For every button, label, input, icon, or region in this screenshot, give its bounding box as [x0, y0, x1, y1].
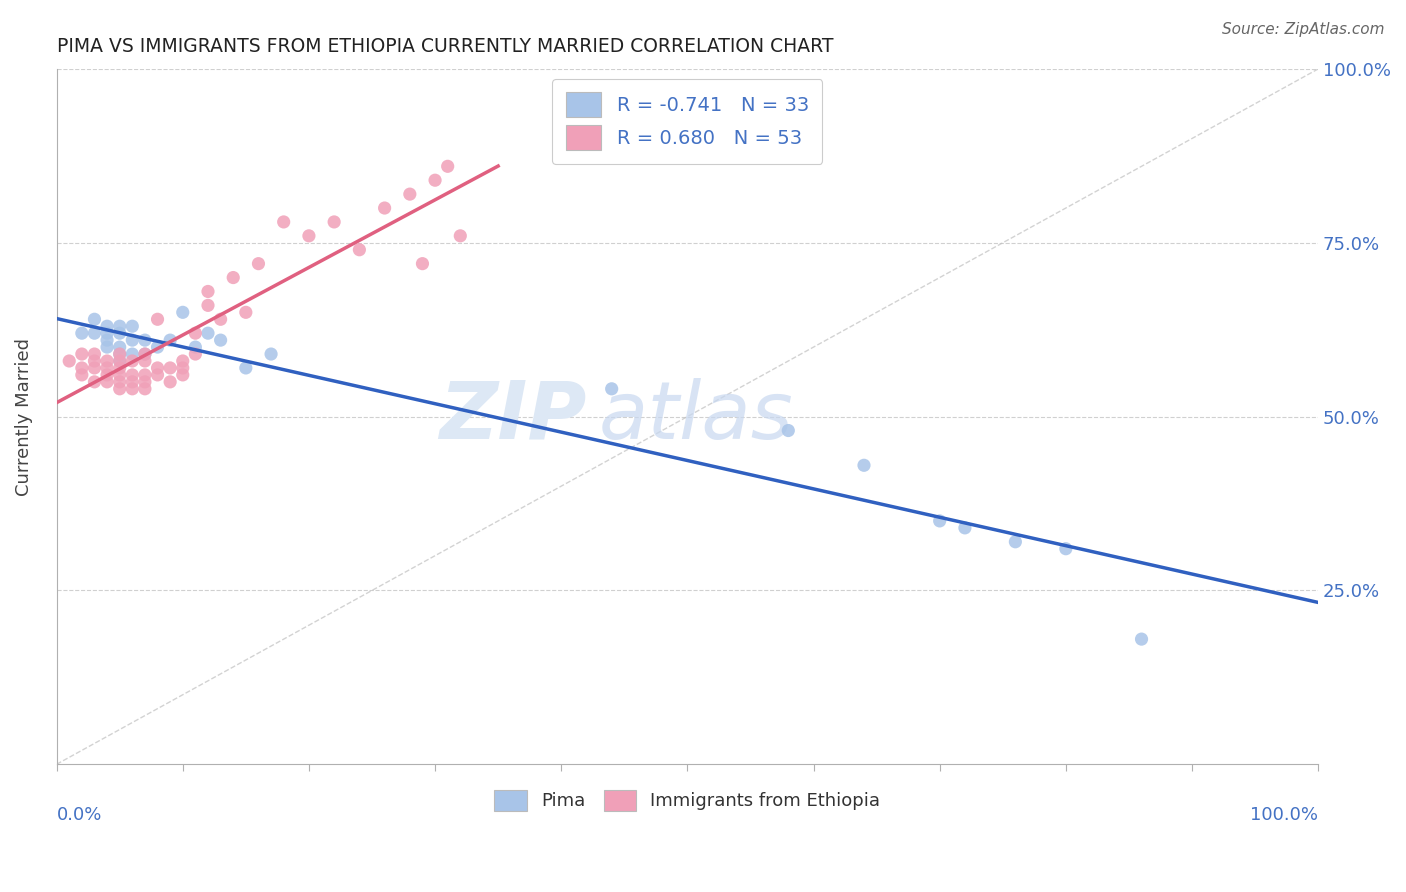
- Point: [146, 340, 169, 354]
- Point: [70, 326, 93, 341]
- Point: [108, 382, 131, 396]
- Point: [134, 382, 156, 396]
- Text: PIMA VS IMMIGRANTS FROM ETHIOPIA CURRENTLY MARRIED CORRELATION CHART: PIMA VS IMMIGRANTS FROM ETHIOPIA CURRENT…: [56, 37, 834, 56]
- Point: [58, 354, 80, 368]
- Y-axis label: Currently Married: Currently Married: [15, 337, 32, 496]
- Point: [398, 187, 420, 202]
- Point: [121, 333, 143, 347]
- Point: [928, 514, 950, 528]
- Text: atlas: atlas: [599, 377, 794, 456]
- Point: [70, 360, 93, 375]
- Point: [108, 347, 131, 361]
- Point: [600, 382, 623, 396]
- Point: [436, 159, 458, 173]
- Text: 0.0%: 0.0%: [56, 806, 103, 824]
- Point: [1004, 534, 1026, 549]
- Point: [298, 228, 321, 243]
- Point: [121, 319, 143, 334]
- Point: [70, 347, 93, 361]
- Point: [184, 340, 207, 354]
- Point: [83, 375, 105, 389]
- Point: [121, 382, 143, 396]
- Point: [209, 333, 232, 347]
- Point: [273, 215, 295, 229]
- Point: [108, 319, 131, 334]
- Point: [423, 173, 446, 187]
- Point: [197, 326, 219, 341]
- Point: [260, 347, 283, 361]
- Point: [121, 368, 143, 382]
- Legend: Pima, Immigrants from Ethiopia: Pima, Immigrants from Ethiopia: [486, 782, 887, 818]
- Point: [172, 305, 194, 319]
- Point: [134, 375, 156, 389]
- Point: [778, 424, 800, 438]
- Point: [83, 347, 105, 361]
- Point: [108, 375, 131, 389]
- Point: [96, 360, 118, 375]
- Point: [197, 298, 219, 312]
- Point: [159, 360, 181, 375]
- Point: [159, 375, 181, 389]
- Point: [853, 458, 876, 473]
- Text: ZIP: ZIP: [439, 377, 586, 456]
- Point: [172, 368, 194, 382]
- Point: [96, 319, 118, 334]
- Point: [121, 375, 143, 389]
- Point: [121, 354, 143, 368]
- Text: 100.0%: 100.0%: [1250, 806, 1319, 824]
- Point: [184, 326, 207, 341]
- Point: [146, 368, 169, 382]
- Text: Source: ZipAtlas.com: Source: ZipAtlas.com: [1222, 22, 1385, 37]
- Point: [172, 360, 194, 375]
- Point: [349, 243, 371, 257]
- Point: [184, 347, 207, 361]
- Point: [1054, 541, 1077, 556]
- Point: [108, 354, 131, 368]
- Point: [172, 354, 194, 368]
- Point: [96, 333, 118, 347]
- Point: [108, 326, 131, 341]
- Point: [197, 285, 219, 299]
- Point: [96, 375, 118, 389]
- Point: [108, 360, 131, 375]
- Point: [222, 270, 245, 285]
- Point: [235, 360, 257, 375]
- Point: [108, 368, 131, 382]
- Point: [374, 201, 396, 215]
- Point: [1130, 632, 1153, 646]
- Point: [146, 360, 169, 375]
- Point: [953, 521, 976, 535]
- Point: [134, 354, 156, 368]
- Point: [121, 347, 143, 361]
- Point: [235, 305, 257, 319]
- Point: [323, 215, 346, 229]
- Point: [411, 257, 433, 271]
- Point: [83, 360, 105, 375]
- Point: [83, 326, 105, 341]
- Point: [247, 257, 270, 271]
- Point: [83, 312, 105, 326]
- Point: [96, 340, 118, 354]
- Point: [83, 354, 105, 368]
- Point: [108, 340, 131, 354]
- Point: [108, 354, 131, 368]
- Point: [70, 368, 93, 382]
- Point: [96, 354, 118, 368]
- Point: [449, 228, 471, 243]
- Point: [108, 347, 131, 361]
- Point: [134, 333, 156, 347]
- Point: [134, 368, 156, 382]
- Point: [134, 347, 156, 361]
- Point: [134, 347, 156, 361]
- Point: [146, 312, 169, 326]
- Point: [159, 333, 181, 347]
- Point: [209, 312, 232, 326]
- Point: [96, 368, 118, 382]
- Point: [96, 326, 118, 341]
